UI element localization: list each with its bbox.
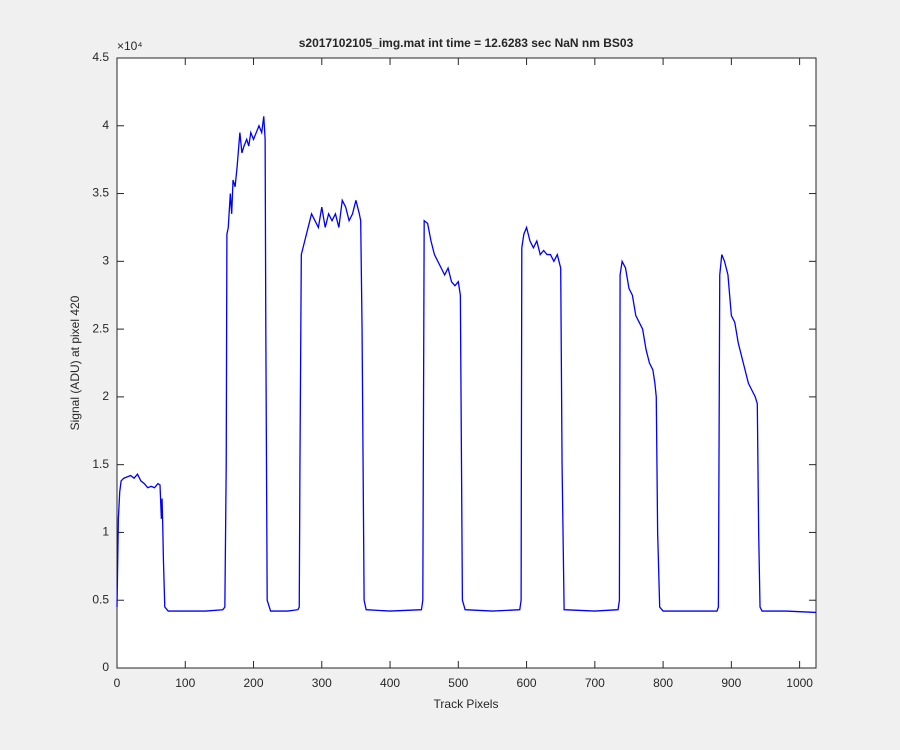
chart-title: s2017102105_img.mat int time = 12.6283 s… [299, 36, 634, 50]
y-tick-label: 0.5 [92, 592, 109, 606]
x-tick-label: 100 [175, 676, 195, 690]
y-tick-label: 2.5 [92, 321, 109, 335]
y-tick-label: 3.5 [92, 186, 109, 200]
x-tick-label: 0 [114, 676, 121, 690]
y-tick-label: 4 [102, 118, 109, 132]
y-exponent: ×10⁴ [117, 39, 143, 53]
axes-box [116, 57, 817, 669]
x-tick-label: 1000 [786, 676, 813, 690]
x-tick-label: 500 [448, 676, 468, 690]
y-tick-label: 0 [102, 660, 109, 674]
x-tick-label: 800 [653, 676, 673, 690]
x-tick-label: 900 [721, 676, 741, 690]
x-tick-label: 200 [244, 676, 264, 690]
y-tick-label: 3 [102, 254, 109, 268]
y-tick-label: 2 [102, 389, 109, 403]
y-tick-label: 4.5 [92, 50, 109, 64]
y-axis-label: Signal (ADU) at pixel 420 [68, 295, 82, 430]
data-line [116, 116, 817, 614]
x-tick-label: 700 [585, 676, 605, 690]
x-axis-label: Track Pixels [434, 697, 499, 711]
y-tick-label: 1.5 [92, 457, 109, 471]
x-tick-label: 300 [312, 676, 332, 690]
x-tick-label: 600 [517, 676, 537, 690]
y-tick-label: 1 [102, 525, 109, 539]
x-tick-label: 400 [380, 676, 400, 690]
plot-area [117, 58, 816, 668]
